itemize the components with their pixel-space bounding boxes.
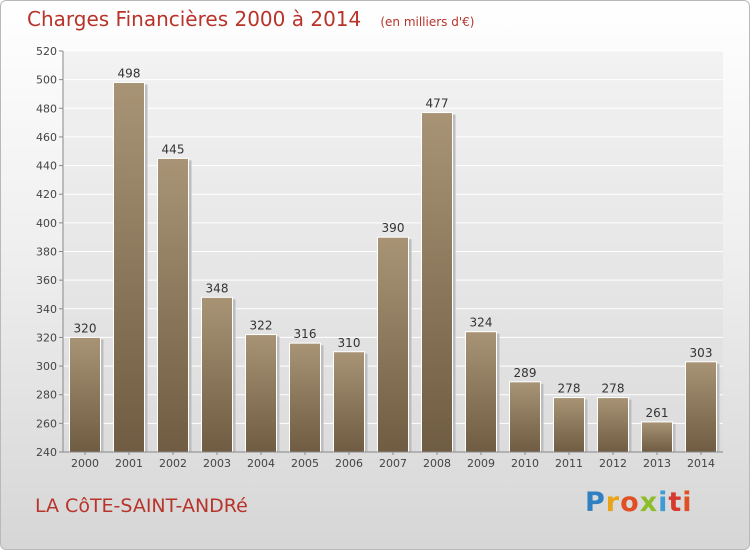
bar-2000 bbox=[69, 336, 101, 453]
labels-layer: 320 498 445 348 322 316 310 390 477 324 289 278 278 2… bbox=[74, 67, 713, 420]
y-tick-label: 280 bbox=[36, 389, 57, 402]
y-tick-label: 520 bbox=[36, 45, 57, 58]
x-tick-label: 2007 bbox=[379, 457, 407, 470]
y-tick-label: 420 bbox=[36, 188, 57, 201]
value-label: 261 bbox=[646, 406, 669, 420]
x-tick-label: 2003 bbox=[203, 457, 231, 470]
value-label: 390 bbox=[382, 221, 405, 235]
bar-2003 bbox=[201, 296, 233, 453]
x-tick-label: 2008 bbox=[423, 457, 451, 470]
y-tick-label: 320 bbox=[36, 331, 57, 344]
chart-subtitle: (en milliers d'€) bbox=[380, 15, 475, 29]
x-tick-label: 2000 bbox=[71, 457, 99, 470]
value-label: 498 bbox=[118, 67, 141, 81]
y-tick-label: 500 bbox=[36, 74, 57, 87]
bar-2004 bbox=[245, 334, 277, 453]
bar-2005 bbox=[289, 342, 321, 453]
x-tick-label: 2006 bbox=[335, 457, 363, 470]
x-tick-label: 2002 bbox=[159, 457, 187, 470]
y-tick-label: 260 bbox=[36, 417, 57, 430]
bar-2013 bbox=[641, 421, 673, 453]
y-tick-label: 480 bbox=[36, 102, 57, 115]
value-label: 477 bbox=[426, 97, 449, 111]
y-tick-label: 360 bbox=[36, 274, 57, 287]
x-tick-label: 2012 bbox=[599, 457, 627, 470]
bar-2010 bbox=[509, 381, 541, 453]
value-label: 289 bbox=[514, 366, 537, 380]
bar-2014 bbox=[685, 361, 717, 453]
x-tick-label: 2014 bbox=[687, 457, 715, 470]
y-tick-label: 400 bbox=[36, 217, 57, 230]
y-tick-label: 440 bbox=[36, 160, 57, 173]
bar-2007 bbox=[377, 236, 409, 453]
chart-title: Charges Financières 2000 à 2014 bbox=[27, 7, 362, 31]
value-label: 322 bbox=[250, 319, 273, 333]
proxiti-logo: Proxiti bbox=[585, 487, 693, 518]
bar-2012 bbox=[597, 397, 629, 453]
x-tick-label: 2013 bbox=[643, 457, 671, 470]
commune-name: LA CôTE-SAINT-ANDRé bbox=[35, 495, 248, 517]
x-tick-label: 2009 bbox=[467, 457, 495, 470]
value-label: 310 bbox=[338, 336, 361, 350]
y-tick-label: 300 bbox=[36, 360, 57, 373]
x-tick-label: 2004 bbox=[247, 457, 275, 470]
bar-2009 bbox=[465, 331, 497, 453]
x-tick-label: 2011 bbox=[555, 457, 583, 470]
bar-2008 bbox=[421, 112, 453, 453]
chart-header: Charges Financières 2000 à 2014 (en mill… bbox=[27, 7, 474, 31]
y-tick-label: 460 bbox=[36, 131, 57, 144]
y-tick-label: 240 bbox=[36, 446, 57, 459]
bar-2011 bbox=[553, 397, 585, 453]
value-label: 324 bbox=[470, 316, 493, 330]
value-label: 348 bbox=[206, 281, 229, 295]
bars-layer bbox=[69, 82, 720, 453]
value-label: 278 bbox=[558, 382, 581, 396]
value-label: 445 bbox=[162, 142, 185, 156]
bar-2002 bbox=[157, 157, 189, 453]
x-tick-label: 2005 bbox=[291, 457, 319, 470]
y-tick-label: 380 bbox=[36, 246, 57, 259]
bar-2006 bbox=[333, 351, 365, 453]
value-label: 303 bbox=[690, 346, 713, 360]
bar-2001 bbox=[113, 82, 145, 453]
x-tick-label: 2010 bbox=[511, 457, 539, 470]
axis-layer: 240 260 280 300 320 340 360 380 400 420 440 460 480 5… bbox=[36, 45, 723, 470]
value-label: 278 bbox=[602, 382, 625, 396]
x-tick-label: 2001 bbox=[115, 457, 143, 470]
y-tick-label: 340 bbox=[36, 303, 57, 316]
value-label: 320 bbox=[74, 321, 97, 335]
value-label: 316 bbox=[294, 327, 317, 341]
